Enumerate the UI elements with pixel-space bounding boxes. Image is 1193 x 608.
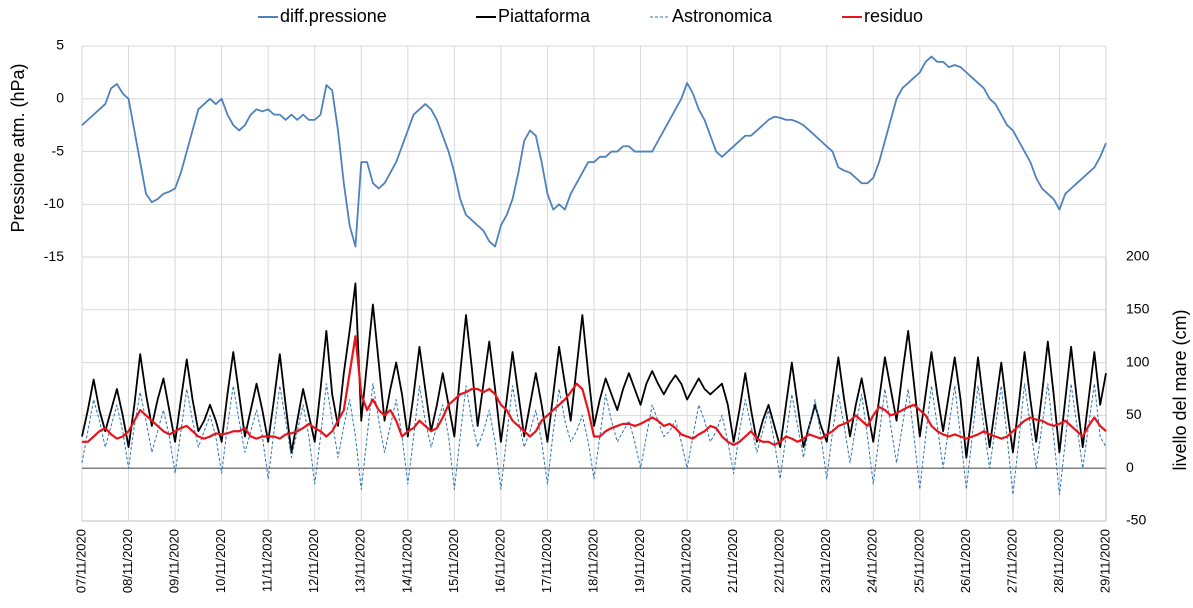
- x-tick-label: 27/11/2020: [1004, 529, 1019, 593]
- series-line: [81, 383, 1107, 496]
- x-tick-label: 26/11/2020: [958, 529, 973, 593]
- y-tick-label: 5: [56, 37, 64, 53]
- x-tick-label: 17/11/2020: [539, 529, 554, 593]
- y-tick-label: -5: [52, 142, 65, 158]
- y2-tick-label: 200: [1126, 248, 1150, 264]
- legend-label: Astronomica: [672, 6, 773, 26]
- y-tick-label: 0: [56, 89, 64, 105]
- y2-tick-label: 100: [1126, 353, 1150, 369]
- y2-tick-label: 150: [1126, 301, 1150, 317]
- y2-tick-label: 0: [1126, 459, 1134, 475]
- x-tick-label: 21/11/2020: [725, 529, 740, 593]
- x-tick-label: 09/11/2020: [167, 529, 182, 593]
- x-tick-label: 07/11/2020: [73, 529, 88, 593]
- x-tick-label: 29/11/2020: [1097, 529, 1112, 593]
- x-tick-label: 20/11/2020: [679, 529, 694, 593]
- x-tick-label: 16/11/2020: [492, 529, 507, 593]
- legend-label: residuo: [864, 6, 923, 26]
- series-line: [81, 282, 1107, 459]
- y2-axis-title: livello del mare (cm): [1170, 309, 1190, 470]
- series-line: [82, 335, 1107, 447]
- x-tick-label: 10/11/2020: [213, 529, 228, 593]
- y-axis-title: Pressione atm. (hPa): [8, 63, 28, 232]
- y-tick-label: -10: [44, 195, 64, 211]
- x-tick-label: 13/11/2020: [353, 529, 368, 593]
- x-tick-label: 15/11/2020: [446, 529, 461, 593]
- legend-label: diff.pressione: [280, 6, 387, 26]
- y2-tick-label: 50: [1126, 406, 1142, 422]
- x-tick-label: 28/11/2020: [1051, 529, 1066, 593]
- x-tick-label: 18/11/2020: [585, 529, 600, 593]
- y2-tick-label: -50: [1126, 512, 1146, 528]
- legend-label: Piattaforma: [498, 6, 591, 26]
- x-tick-label: 25/11/2020: [911, 529, 926, 593]
- x-tick-label: 08/11/2020: [120, 529, 135, 593]
- x-tick-label: 22/11/2020: [772, 529, 787, 593]
- x-tick-label: 24/11/2020: [865, 529, 880, 593]
- x-tick-label: 12/11/2020: [306, 529, 321, 593]
- x-tick-label: 23/11/2020: [818, 529, 833, 593]
- y-tick-label: -15: [44, 248, 64, 264]
- x-tick-label: 11/11/2020: [260, 529, 275, 592]
- series-line: [81, 55, 1107, 248]
- x-tick-label: 19/11/2020: [632, 529, 647, 593]
- x-tick-label: 14/11/2020: [399, 529, 414, 593]
